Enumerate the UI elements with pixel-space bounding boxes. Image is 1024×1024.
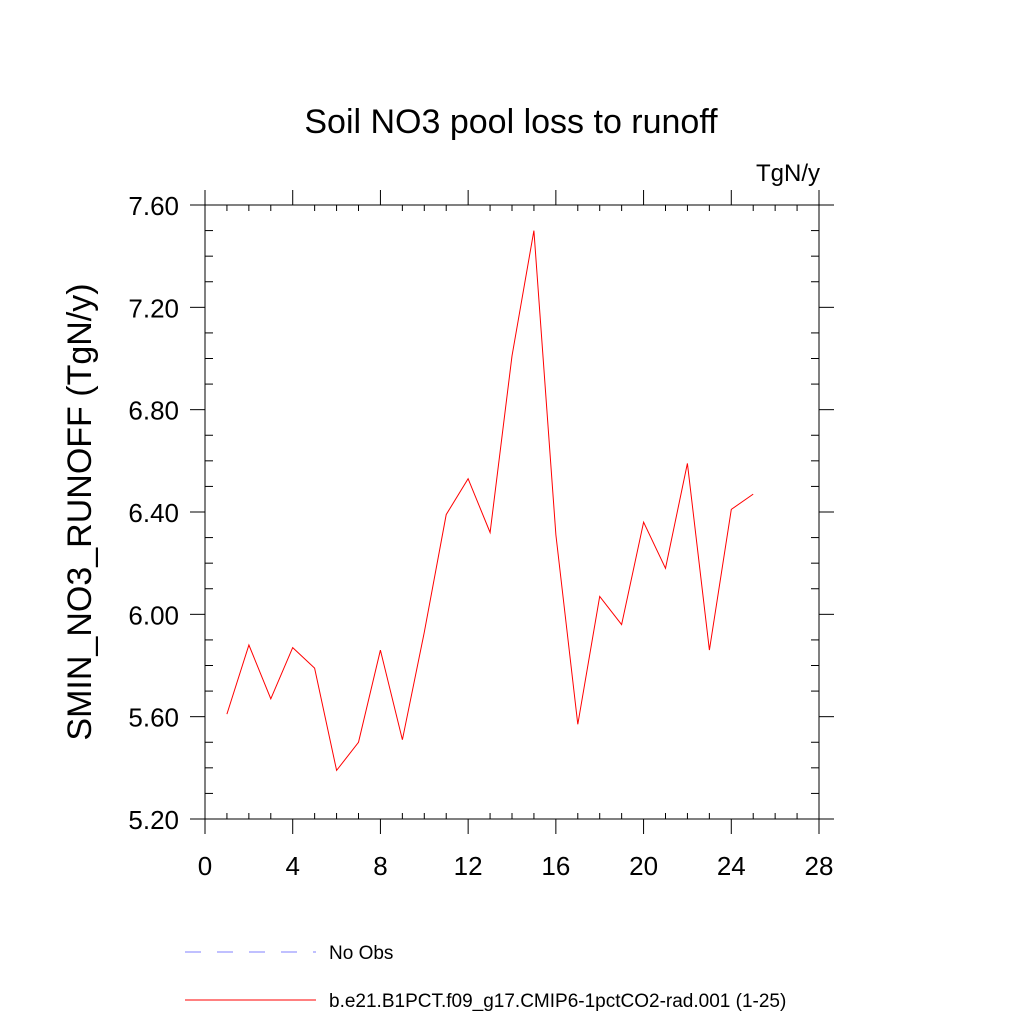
x-tick-label: 20 — [629, 851, 658, 881]
legend-label: No Obs — [329, 943, 393, 964]
y-tick-label: 6.80 — [128, 396, 179, 426]
axis-ticks: 0 4 8 12 16 20 24 28 5.20 5.60 6.00 6.40 6.80 7.20 7.6… — [128, 190, 834, 881]
x-tick-label: 12 — [454, 851, 483, 881]
x-tick-label: 28 — [805, 851, 834, 881]
x-tick-label: 8 — [373, 851, 387, 881]
y-tick-label: 7.60 — [128, 191, 179, 221]
y-tick-label: 5.60 — [128, 703, 179, 733]
y-axis-title: SMIN_NO3_RUNOFF (TgN/y) — [61, 283, 99, 740]
units-label: TgN/y — [756, 160, 820, 187]
x-tick-label: 24 — [717, 851, 746, 881]
chart-title: Soil NO3 pool loss to runoff — [304, 103, 718, 141]
y-tick-label: 6.40 — [128, 498, 179, 528]
plot-frame — [204, 204, 820, 820]
x-tick-label: 4 — [285, 851, 299, 881]
legend-label: b.e21.B1PCT.f09_g17.CMIP6-1pctCO2-rad.00… — [329, 991, 786, 1012]
x-tick-label: 16 — [541, 851, 570, 881]
y-tick-label: 5.20 — [128, 805, 179, 835]
y-tick-label: 6.00 — [128, 600, 179, 630]
series-line — [226, 230, 754, 772]
legend: No Obs b.e21.B1PCT.f09_g17.CMIP6-1pctCO2-… — [185, 943, 786, 1012]
y-tick-label: 7.20 — [128, 293, 179, 323]
x-tick-label: 0 — [198, 851, 212, 881]
series-group — [226, 230, 754, 772]
